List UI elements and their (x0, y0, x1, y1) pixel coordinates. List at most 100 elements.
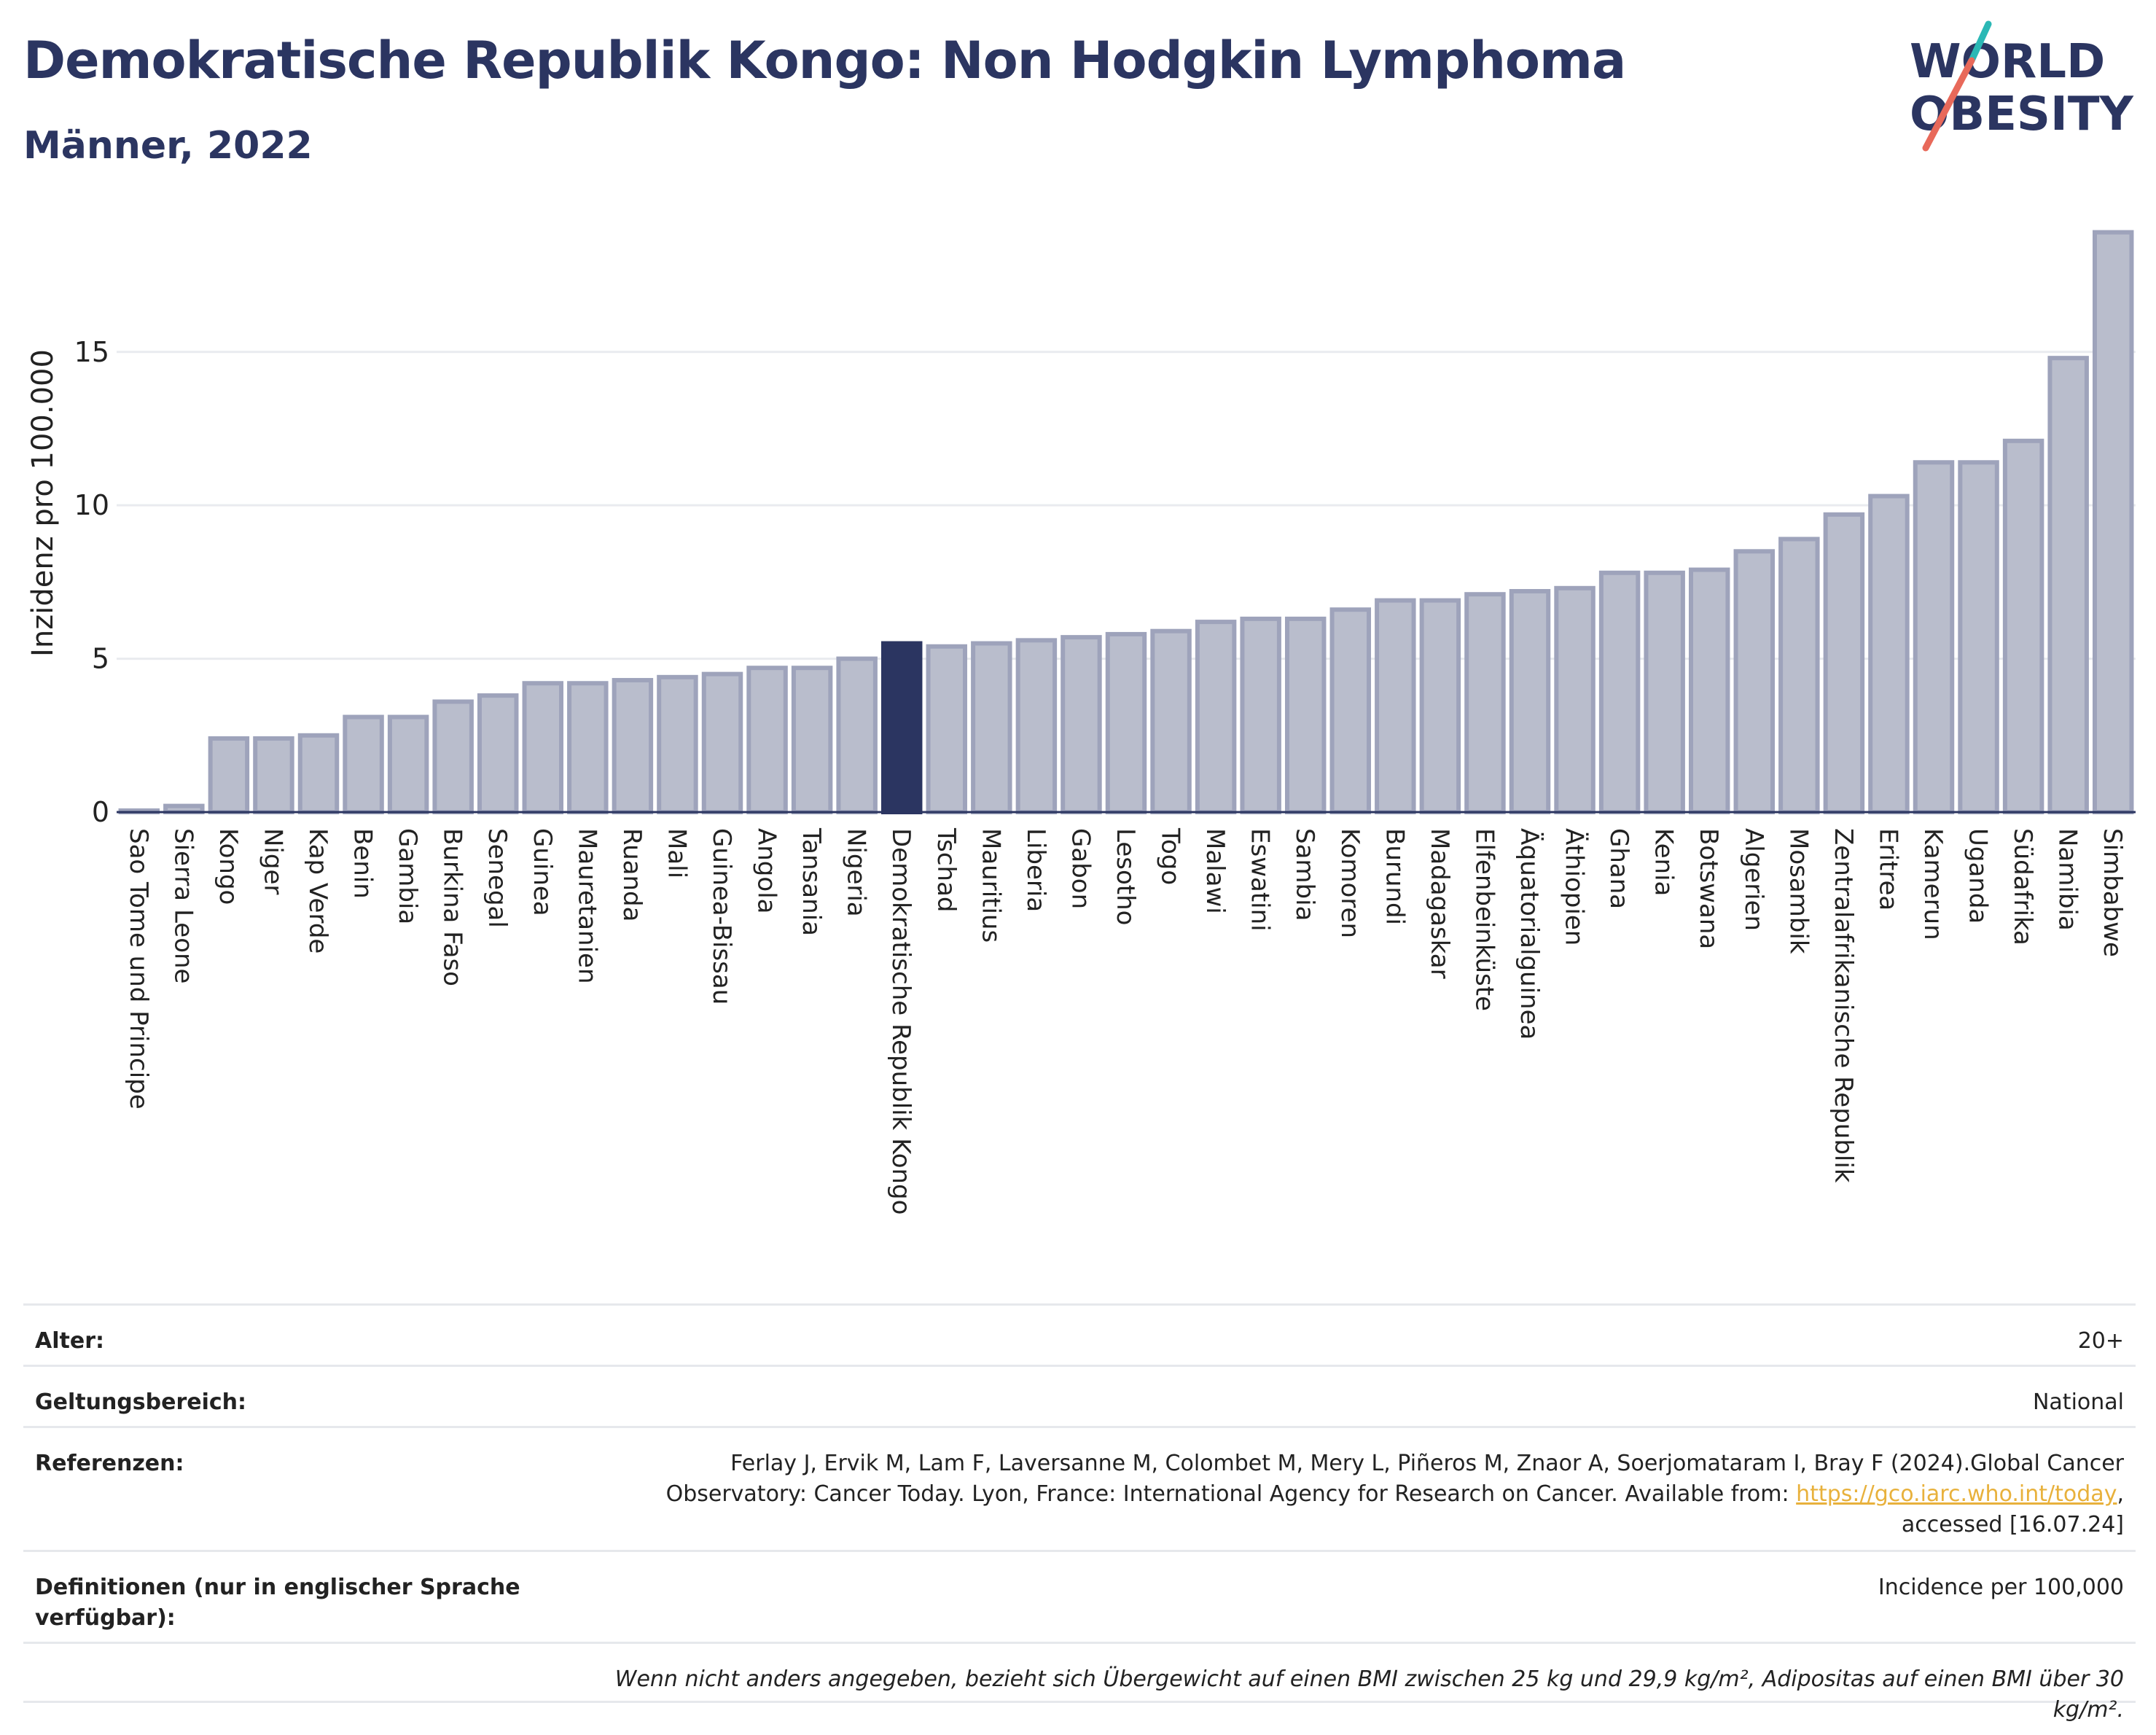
meta-def-label: Definitionen (nur in englischer Sprache … (35, 1575, 520, 1631)
bar (2002, 438, 2044, 815)
x-tick-label: Nigeria (842, 828, 871, 917)
bars (118, 230, 2134, 815)
x-tick-label: Eswatini (1246, 828, 1275, 932)
meta-row-scope: Geltungsbereich: National (23, 1365, 2136, 1426)
bar (2047, 356, 2089, 814)
x-tick-label: Mosambik (1784, 828, 1813, 954)
meta-def-value: Incidence per 100,000 (1878, 1575, 2124, 1600)
bar (432, 699, 474, 814)
bar (1913, 460, 1955, 814)
meta-age-label: Alter: (35, 1328, 104, 1354)
x-tick-label: Madagaskar (1425, 828, 1454, 979)
meta-ref-label: Referenzen: (35, 1451, 184, 1476)
bar (343, 714, 384, 815)
bar (1644, 570, 1685, 814)
meta-note: Wenn nicht anders angegeben, bezieht sic… (614, 1666, 2124, 1723)
x-tick-label: Ghana (1604, 828, 1633, 909)
x-tick-label: Senegal (483, 828, 512, 928)
meta-scope-value: National (2032, 1389, 2124, 1415)
x-tick-label: Demokratische Republik Kongo (886, 828, 915, 1214)
x-tick-label: Uganda (1964, 828, 1993, 924)
bar (657, 674, 698, 814)
x-tick-label: Äthiopien (1560, 828, 1589, 946)
bar (1284, 616, 1327, 814)
page-title: Demokratische Republik Kongo: Non Hodgki… (23, 31, 1626, 90)
bar (1598, 570, 1641, 814)
x-tick-label: Sierra Leone (168, 828, 198, 983)
bar-chart: 0 5 10 15 Sao Tome und Principe Sierra Leone… (26, 230, 2136, 1214)
bar (1419, 598, 1461, 814)
logo-line2: OBESITY (1910, 87, 2133, 141)
bar (1105, 631, 1147, 815)
bar (387, 714, 429, 815)
ref-text-2: Observatory: Cancer Today. Lyon, France:… (665, 1481, 1797, 1507)
x-tick-label: Botswana (1694, 828, 1723, 949)
bar (567, 681, 609, 814)
x-tick-label: Simbabwe (2098, 828, 2127, 957)
bar (297, 733, 340, 815)
bar (1868, 494, 1910, 815)
x-tick-label: Ruanda (617, 828, 647, 921)
logo-slash-red (1922, 57, 1975, 152)
x-tick-label: Sambia (1290, 828, 1319, 921)
x-tick-label: Eritrea (1873, 828, 1902, 911)
bar (1778, 537, 1820, 814)
x-axis-labels: Sao Tome und Principe Sierra Leone Kongo Ni… (124, 827, 2127, 1214)
x-tick-label: Mali (662, 828, 691, 878)
x-tick-label: Liberia (1021, 828, 1050, 912)
x-tick-label: Lesotho (1111, 828, 1140, 925)
ref-link[interactable]: https://gco.iarc.who.int/today (1796, 1481, 2117, 1507)
bar (1554, 585, 1595, 815)
x-tick-label: Mauritius (976, 828, 1005, 943)
ref-text-4: accessed [16.07.24] (1901, 1512, 2124, 1537)
x-tick-label: Niger (258, 828, 287, 894)
bar (971, 641, 1012, 815)
logo-line1: WORLD (1910, 35, 2105, 89)
bar (2092, 230, 2134, 814)
x-tick-label: Äquatorialguinea (1515, 828, 1544, 1040)
bar (1240, 616, 1281, 814)
bar (1375, 598, 1416, 814)
x-tick-label: Angola (752, 828, 781, 913)
bar (1823, 512, 1865, 815)
x-tick-label: Gabon (1066, 828, 1095, 909)
x-tick-label: Kongo (214, 828, 243, 905)
x-tick-label: Tansania (797, 827, 826, 936)
x-tick-label: Elfenbeinküste (1469, 828, 1499, 1011)
bar (1958, 460, 1999, 814)
meta-age-value: 20+ (2077, 1328, 2124, 1354)
world-obesity-logo: WORLD OBESITY (1910, 20, 2133, 152)
x-tick-label: Kamerun (1918, 828, 1948, 940)
meta-row-note: Wenn nicht anders angegeben, bezieht sic… (23, 1642, 2136, 1723)
x-tick-label: Sao Tome und Principe (124, 828, 153, 1110)
y-tick-label: 5 (92, 643, 109, 675)
meta-row-definitions: Definitionen (nur in englischer Sprache … (23, 1550, 2136, 1642)
bar (701, 671, 743, 814)
ref-text-1: Ferlay J, Ervik M, Lam F, Laversanne M, … (730, 1451, 2124, 1476)
x-tick-label: Zentralafrikanische Republik (1829, 828, 1858, 1183)
x-tick-label: Togo (1156, 827, 1185, 885)
bar-highlighted (880, 641, 923, 815)
y-tick-label: 0 (92, 796, 109, 828)
y-axis-title: Inzidenz pro 100.000 (26, 349, 60, 657)
x-tick-label: Guinea-Bissau (707, 828, 736, 1005)
bar (612, 678, 654, 815)
bar (1733, 549, 1776, 815)
ref-text-3: , (2117, 1481, 2124, 1507)
x-tick-label: Südafrika (2008, 828, 2037, 946)
bar (926, 644, 968, 814)
x-tick-label: Algerien (1739, 828, 1768, 931)
bar (1509, 589, 1551, 814)
x-tick-label: Namibia (2053, 828, 2082, 931)
y-axis-ticks: 0 5 10 15 (74, 336, 109, 828)
bar (1150, 628, 1192, 814)
bar (522, 681, 564, 814)
meta-scope-label: Geltungsbereich: (35, 1389, 247, 1415)
page-subtitle: Männer, 2022 (23, 124, 313, 168)
logo-slash-teal (1968, 20, 1992, 64)
bar (1329, 607, 1372, 814)
metadata-table: Alter: 20+ Geltungsbereich: National Ref… (23, 1303, 2136, 1723)
bar (477, 693, 519, 814)
bar (208, 736, 250, 814)
bar (1015, 638, 1058, 814)
